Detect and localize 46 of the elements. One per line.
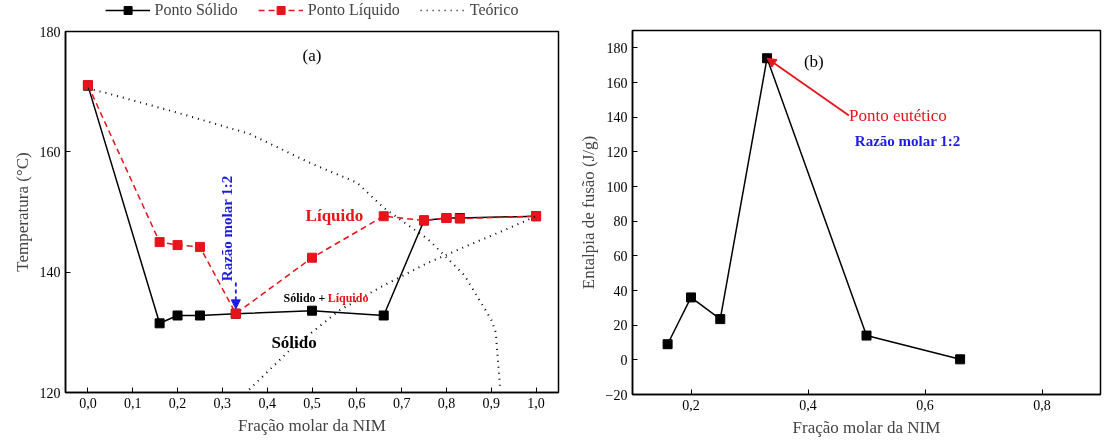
annotation: (a) (302, 46, 322, 66)
annotation: Sólido + (283, 291, 326, 306)
annotation: Ponto eutético (848, 105, 947, 125)
annotation: Líquido (305, 205, 364, 225)
annotation: Razão molar 1:2 (218, 175, 235, 282)
y-tick-label: 120 (606, 144, 628, 160)
x-tick-label: 0,4 (799, 397, 817, 413)
y-tick-label: 0 (620, 352, 628, 368)
y-tick-label: 120 (39, 385, 61, 401)
x-tick-label: 0,3 (213, 395, 232, 411)
y-tick-label: 40 (613, 283, 628, 299)
y-tick-label: 100 (606, 179, 628, 195)
annotation: Razão molar 1:2 (854, 133, 961, 150)
legend-label: Ponto Líquido (307, 0, 400, 20)
x-tick-label: 1,0 (527, 395, 545, 411)
x-tick-label: 0,6 (916, 397, 934, 413)
x-tick-label: 0,7 (392, 395, 411, 411)
x-tick-label: 0,6 (348, 395, 366, 411)
y-tick-label: 140 (39, 265, 61, 281)
x-tick-label: 0,8 (437, 395, 456, 411)
y-tick-label: 60 (613, 248, 628, 264)
annotation: (b) (803, 52, 824, 72)
y-tick-label: 180 (39, 24, 61, 40)
y-tick-label: 80 (613, 214, 628, 230)
x-tick-label: 0,5 (303, 395, 321, 411)
x-axis-title: Fração molar da NIM (792, 417, 941, 437)
y-tick-label: 180 (606, 40, 628, 56)
y-tick-label: 160 (39, 144, 61, 160)
y-tick-label: 160 (606, 75, 628, 91)
y-tick-label: −20 (605, 387, 628, 403)
x-tick-label: 0,1 (123, 395, 142, 411)
y-tick-label: 140 (606, 110, 628, 126)
x-axis-title: Fração molar da NIM (238, 415, 386, 435)
x-tick-label: 0,9 (482, 395, 501, 411)
x-tick-label: 0,4 (258, 395, 276, 411)
x-tick-label: 0,2 (682, 397, 700, 413)
legend-label: Teórico (469, 0, 519, 20)
y-axis-title: Temperatura (°C) (12, 152, 32, 272)
x-tick-label: 0,8 (1033, 397, 1051, 413)
legend-label: Ponto Sólido (154, 0, 238, 20)
annotation: Líquido (327, 291, 369, 306)
annotation: Sólido (271, 333, 317, 353)
y-tick-label: 20 (613, 318, 628, 334)
x-tick-label: 0,0 (79, 395, 97, 411)
x-tick-label: 0,2 (168, 395, 187, 411)
y-axis-title: Entalpia de fusão (J/g) (578, 135, 598, 290)
